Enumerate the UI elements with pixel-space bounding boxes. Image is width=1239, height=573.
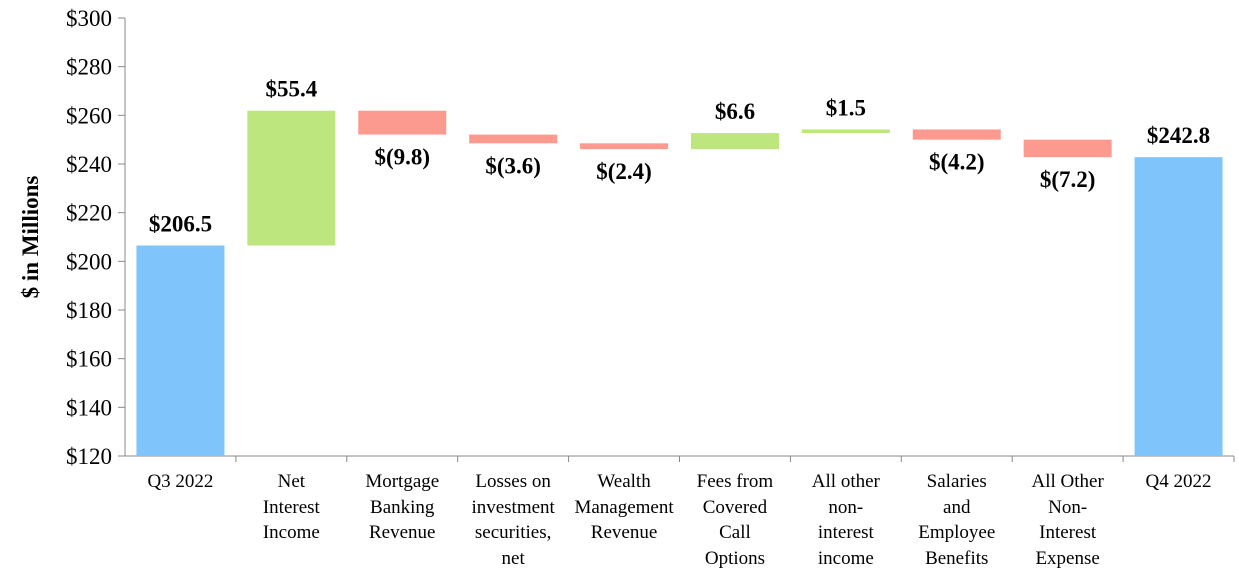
bar bbox=[690, 133, 779, 150]
value-label: $(3.6) bbox=[485, 153, 541, 178]
value-label: $1.5 bbox=[826, 95, 866, 120]
x-tick-label: Q3 2022 bbox=[147, 471, 214, 492]
y-tick-label: $220 bbox=[66, 201, 112, 226]
y-tick-label: $180 bbox=[66, 298, 112, 323]
y-tick-label: $260 bbox=[66, 103, 112, 128]
x-tick-label: Q4 2022 bbox=[1145, 471, 1212, 492]
bar bbox=[469, 134, 558, 144]
y-tick-label: $200 bbox=[66, 249, 112, 274]
x-tick-label: Salaries and Employee Benefits bbox=[918, 471, 996, 569]
bar bbox=[1134, 157, 1223, 457]
x-tick-label: All Other Non- Interest Expense bbox=[1031, 471, 1104, 569]
bar bbox=[580, 143, 669, 150]
y-axis-label: $ in Millions bbox=[18, 176, 43, 299]
y-tick-label: $120 bbox=[66, 444, 112, 469]
y-tick-label: $140 bbox=[66, 395, 112, 420]
x-tick-label: Fees from Covered Call Options bbox=[696, 471, 774, 569]
y-tick-label: $160 bbox=[66, 347, 112, 372]
y-tick-label: $280 bbox=[66, 55, 112, 80]
value-label: $55.4 bbox=[265, 77, 317, 102]
y-tick-label: $300 bbox=[66, 6, 112, 31]
x-tick-label: All other non- interest income bbox=[811, 471, 880, 569]
value-label: $(4.2) bbox=[929, 150, 985, 175]
bar bbox=[801, 129, 890, 134]
bar bbox=[912, 129, 1001, 140]
y-tick-label: $240 bbox=[66, 152, 112, 177]
value-label: $(7.2) bbox=[1040, 167, 1096, 192]
x-tick-label: Losses on investment securities, net bbox=[471, 471, 555, 569]
value-label: $206.5 bbox=[149, 212, 212, 237]
x-tick-label: Net Interest Income bbox=[262, 471, 320, 543]
value-label: $242.8 bbox=[1147, 123, 1210, 148]
bar bbox=[358, 110, 447, 135]
x-tick-label: Mortgage Banking Revenue bbox=[365, 471, 440, 543]
bar bbox=[247, 110, 336, 246]
bar bbox=[1023, 139, 1112, 158]
x-tick-label: Wealth Management Revenue bbox=[574, 471, 674, 543]
value-label: $(2.4) bbox=[596, 159, 652, 184]
bar bbox=[136, 245, 225, 456]
value-label: $6.6 bbox=[715, 99, 755, 124]
value-label: $(9.8) bbox=[374, 145, 430, 170]
